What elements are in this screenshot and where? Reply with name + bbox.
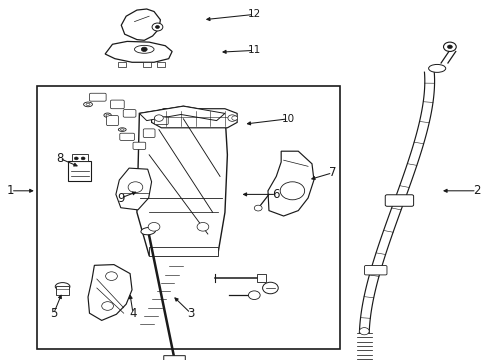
Ellipse shape <box>55 283 70 291</box>
Text: 2: 2 <box>472 184 480 197</box>
Circle shape <box>197 222 208 231</box>
FancyBboxPatch shape <box>110 100 124 109</box>
Bar <box>72 154 87 161</box>
Polygon shape <box>116 168 151 210</box>
FancyBboxPatch shape <box>385 195 413 206</box>
Ellipse shape <box>118 128 126 131</box>
Circle shape <box>248 291 260 300</box>
FancyBboxPatch shape <box>123 109 136 117</box>
Circle shape <box>81 157 85 160</box>
Ellipse shape <box>103 113 111 117</box>
Ellipse shape <box>86 103 90 105</box>
Ellipse shape <box>120 129 124 130</box>
Text: 11: 11 <box>247 45 261 55</box>
Text: 9: 9 <box>117 192 124 204</box>
Ellipse shape <box>427 64 445 72</box>
Polygon shape <box>121 9 160 40</box>
Circle shape <box>154 115 163 121</box>
Text: 5: 5 <box>50 307 58 320</box>
Bar <box>37 86 339 349</box>
Polygon shape <box>163 356 185 360</box>
Circle shape <box>105 272 117 280</box>
Ellipse shape <box>106 114 109 116</box>
Ellipse shape <box>83 102 92 107</box>
Polygon shape <box>88 265 132 320</box>
Ellipse shape <box>134 45 154 53</box>
Text: 1: 1 <box>7 184 15 197</box>
Circle shape <box>443 42 455 51</box>
FancyBboxPatch shape <box>143 129 155 138</box>
Polygon shape <box>137 106 227 256</box>
FancyBboxPatch shape <box>133 142 145 149</box>
Bar <box>142 62 150 67</box>
Circle shape <box>447 45 451 49</box>
Polygon shape <box>149 247 217 256</box>
Text: 10: 10 <box>282 114 294 124</box>
Text: 7: 7 <box>328 166 336 179</box>
Text: 3: 3 <box>186 307 194 320</box>
FancyBboxPatch shape <box>154 117 168 125</box>
FancyBboxPatch shape <box>106 116 118 126</box>
Circle shape <box>148 222 160 231</box>
Text: 12: 12 <box>247 9 261 19</box>
FancyBboxPatch shape <box>120 133 134 140</box>
Text: 8: 8 <box>56 152 63 165</box>
Polygon shape <box>151 109 237 128</box>
Ellipse shape <box>141 228 155 235</box>
Circle shape <box>152 23 163 31</box>
Circle shape <box>141 47 147 51</box>
Circle shape <box>227 115 236 121</box>
Text: 6: 6 <box>272 188 280 201</box>
Bar <box>68 161 91 181</box>
Circle shape <box>128 182 142 193</box>
Bar <box>157 62 165 67</box>
Circle shape <box>102 302 113 310</box>
Polygon shape <box>105 41 172 62</box>
Circle shape <box>155 26 159 28</box>
Circle shape <box>254 205 262 211</box>
Polygon shape <box>267 151 313 216</box>
Circle shape <box>262 282 278 294</box>
Bar <box>257 274 265 282</box>
FancyBboxPatch shape <box>89 93 106 101</box>
Polygon shape <box>139 106 224 121</box>
FancyBboxPatch shape <box>364 266 386 275</box>
Bar <box>118 62 126 67</box>
Text: 4: 4 <box>129 307 137 320</box>
Circle shape <box>231 116 237 120</box>
Circle shape <box>359 328 368 335</box>
Bar <box>56 286 69 295</box>
Circle shape <box>280 182 304 200</box>
Circle shape <box>74 157 78 160</box>
